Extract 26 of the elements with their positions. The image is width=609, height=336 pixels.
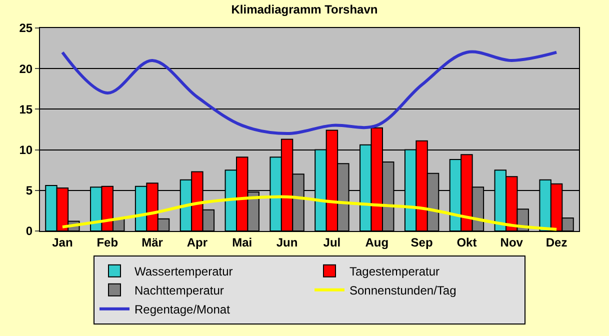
x-tick-label: Okt (456, 235, 477, 250)
y-tick-label: 0 (26, 224, 33, 238)
x-tick-label: Nov (500, 235, 524, 250)
x-tick-label: Mai (232, 235, 252, 250)
legend-label: Wassertemperatur (134, 264, 233, 279)
x-tick-label: Feb (96, 235, 118, 250)
y-tick-label: 15 (19, 102, 33, 116)
x-tick-label: Jun (276, 235, 298, 250)
y-tick-label: 10 (19, 143, 33, 157)
line-series (60, 195, 558, 231)
line-series (60, 50, 558, 136)
y-tick-label: 25 (19, 21, 33, 36)
legend-label: Regentage/Monat (134, 302, 231, 317)
x-tick-label: Jul (323, 235, 341, 250)
y-tick-label: 20 (19, 62, 33, 76)
x-tick-label: Mär (142, 235, 164, 250)
x-tick-label: Aug (365, 235, 389, 250)
y-tick-label: 5 (26, 184, 33, 198)
legend-label: Nachttemperatur (134, 284, 224, 298)
x-tick-label: Apr (186, 235, 208, 250)
legend-label: Tagestemperatur (350, 264, 440, 279)
x-tick-label: Jan (52, 235, 73, 250)
chart-title: Klimadiagramm Torshavn (231, 2, 378, 16)
x-tick-label: Sep (410, 235, 433, 250)
legend-label: Sonnenstunden/Tag (350, 284, 456, 298)
x-tick-label: Dez (546, 235, 568, 250)
